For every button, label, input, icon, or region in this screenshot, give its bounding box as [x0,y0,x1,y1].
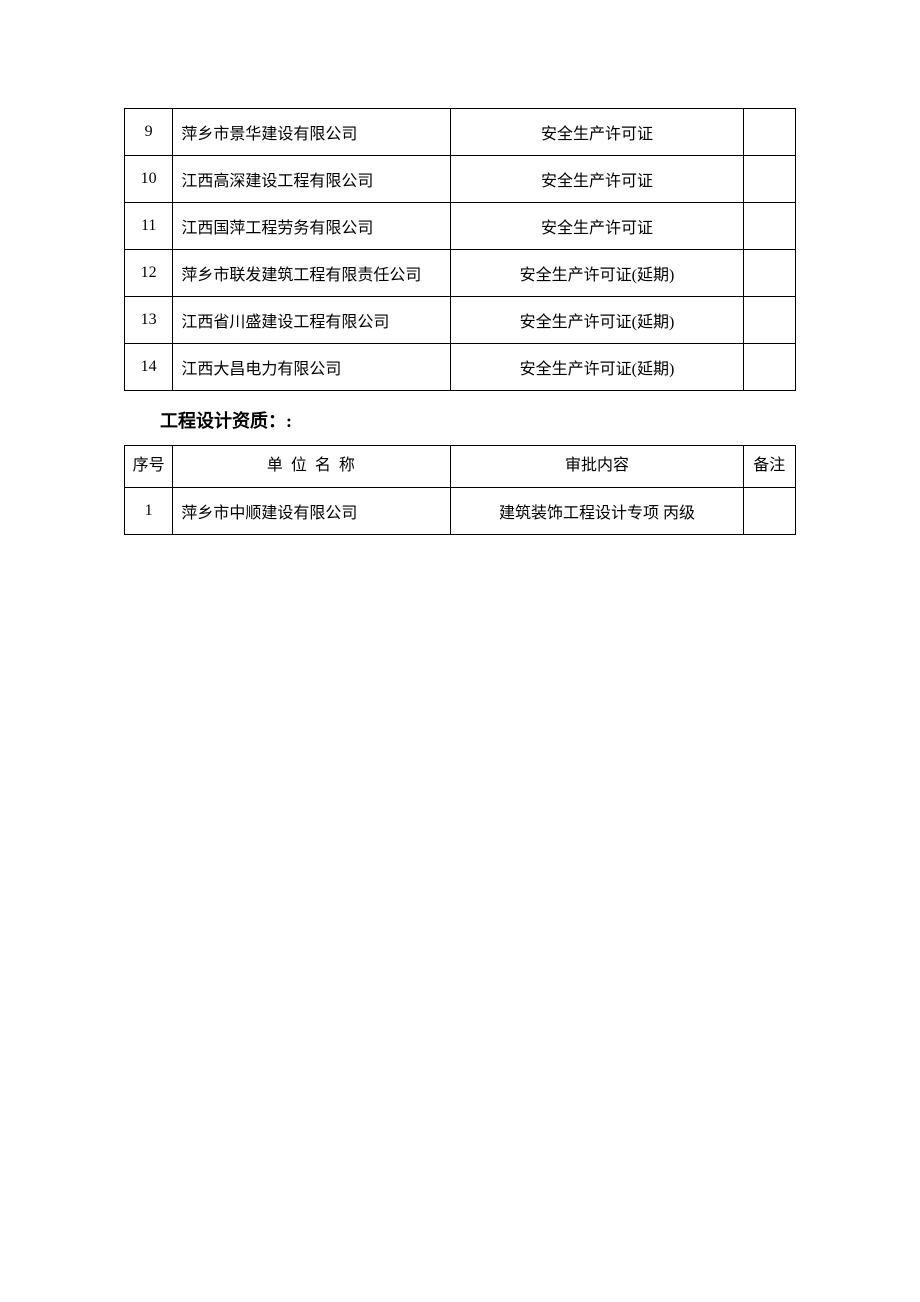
approval-content: 安全生产许可证(延期) [451,344,743,391]
row-number: 11 [125,203,173,250]
note-cell [743,487,795,534]
approval-content: 建筑装饰工程设计专项 丙级 [451,487,743,534]
row-number: 1 [125,487,173,534]
table-row: 10 江西高深建设工程有限公司 安全生产许可证 [125,156,796,203]
approval-content: 安全生产许可证 [451,203,743,250]
approval-content: 安全生产许可证 [451,109,743,156]
approval-content: 安全生产许可证(延期) [451,250,743,297]
table-row: 12 萍乡市联发建筑工程有限责任公司 安全生产许可证(延期) [125,250,796,297]
note-cell [743,344,795,391]
company-name: 江西高深建设工程有限公司 [173,156,451,203]
row-number: 13 [125,297,173,344]
company-name: 萍乡市景华建设有限公司 [173,109,451,156]
header-note: 备注 [743,446,795,488]
note-cell [743,250,795,297]
row-number: 12 [125,250,173,297]
table-row: 1 萍乡市中顺建设有限公司 建筑装饰工程设计专项 丙级 [125,487,796,534]
row-number: 14 [125,344,173,391]
company-name: 江西省川盛建设工程有限公司 [173,297,451,344]
company-name: 江西国萍工程劳务有限公司 [173,203,451,250]
table-row: 13 江西省川盛建设工程有限公司 安全生产许可证(延期) [125,297,796,344]
note-cell [743,203,795,250]
approval-content: 安全生产许可证 [451,156,743,203]
permits-table: 9 萍乡市景华建设有限公司 安全生产许可证 10 江西高深建设工程有限公司 安全… [124,108,796,391]
company-name: 萍乡市联发建筑工程有限责任公司 [173,250,451,297]
table-row: 11 江西国萍工程劳务有限公司 安全生产许可证 [125,203,796,250]
row-number: 10 [125,156,173,203]
note-cell [743,156,795,203]
header-name: 单 位 名 称 [173,446,451,488]
approval-content: 安全生产许可证(延期) [451,297,743,344]
company-name: 萍乡市中顺建设有限公司 [173,487,451,534]
table-row: 14 江西大昌电力有限公司 安全生产许可证(延期) [125,344,796,391]
note-cell [743,109,795,156]
section-heading: 工程设计资质：: [160,407,796,433]
company-name: 江西大昌电力有限公司 [173,344,451,391]
header-num: 序号 [125,446,173,488]
row-number: 9 [125,109,173,156]
table-header-row: 序号 单 位 名 称 审批内容 备注 [125,446,796,488]
note-cell [743,297,795,344]
design-qualification-table: 序号 单 位 名 称 审批内容 备注 1 萍乡市中顺建设有限公司 建筑装饰工程设… [124,445,796,535]
table-row: 9 萍乡市景华建设有限公司 安全生产许可证 [125,109,796,156]
header-content: 审批内容 [451,446,743,488]
